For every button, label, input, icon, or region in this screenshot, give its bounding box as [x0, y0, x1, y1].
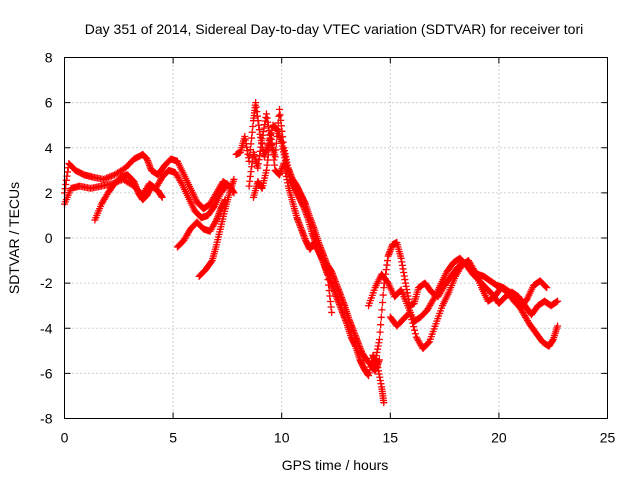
- data-point: [429, 297, 437, 305]
- series-track-5: [195, 175, 238, 280]
- x-axis-label: GPS time / hours: [282, 457, 389, 473]
- chart-title: Day 351 of 2014, Sidereal Day-to-day VTE…: [85, 21, 584, 37]
- data-point: [543, 284, 551, 292]
- data-point: [379, 291, 387, 299]
- series-track-1: [61, 151, 238, 213]
- y-tick-label: -8: [40, 411, 53, 427]
- series-track-4: [173, 196, 229, 251]
- data-point: [378, 306, 386, 314]
- x-tick-label: 0: [61, 430, 69, 446]
- plot-frame: [64, 57, 608, 419]
- data-point: [275, 112, 283, 120]
- data-point: [554, 297, 562, 305]
- data-point: [207, 258, 215, 266]
- axis-ticks: 0 5 10 15 20 25 -8 -6 -4 -2 0 2 4 6 8: [40, 50, 615, 446]
- y-tick-label: -2: [40, 275, 53, 291]
- data-point: [408, 316, 416, 324]
- y-tick-label: -4: [40, 320, 53, 336]
- data-point: [158, 193, 166, 201]
- data-point: [375, 356, 383, 364]
- y-tick-label: 2: [45, 185, 53, 201]
- data-point: [406, 308, 414, 316]
- data-point: [410, 323, 418, 331]
- series-track-9: [371, 239, 562, 366]
- y-tick-label: 6: [45, 95, 53, 111]
- data-point: [375, 336, 383, 344]
- x-tick-label: 15: [383, 430, 399, 446]
- y-axis-label: SDTVAR / TECUs: [6, 182, 22, 294]
- data-point: [212, 218, 220, 226]
- data-points: [61, 99, 562, 407]
- x-tick-label: 5: [169, 430, 177, 446]
- data-point: [409, 319, 417, 327]
- data-point: [377, 321, 385, 329]
- x-tick-label: 20: [491, 430, 507, 446]
- data-point: [230, 175, 238, 183]
- series-track-8: [249, 130, 336, 316]
- data-point: [328, 308, 336, 316]
- data-point: [376, 328, 384, 336]
- data-point: [424, 339, 432, 347]
- grid: [64, 57, 608, 419]
- data-point: [379, 298, 387, 306]
- data-point: [411, 326, 419, 334]
- data-point: [542, 283, 550, 291]
- x-tick-label: 10: [274, 430, 290, 446]
- data-point: [470, 266, 478, 274]
- series-track-11: [386, 257, 551, 353]
- data-point: [407, 312, 415, 320]
- data-point: [177, 178, 185, 186]
- y-tick-label: 0: [45, 230, 53, 246]
- y-tick-label: 4: [45, 140, 53, 156]
- data-point: [377, 313, 385, 321]
- data-point: [554, 322, 562, 330]
- data-point: [411, 330, 419, 338]
- y-tick-label: -6: [40, 365, 53, 381]
- series-track-3: [91, 171, 166, 224]
- x-tick-label: 25: [600, 430, 616, 446]
- data-point: [274, 126, 282, 134]
- data-point: [272, 139, 280, 147]
- y-tick-label: 8: [45, 50, 53, 66]
- data-point: [380, 399, 388, 407]
